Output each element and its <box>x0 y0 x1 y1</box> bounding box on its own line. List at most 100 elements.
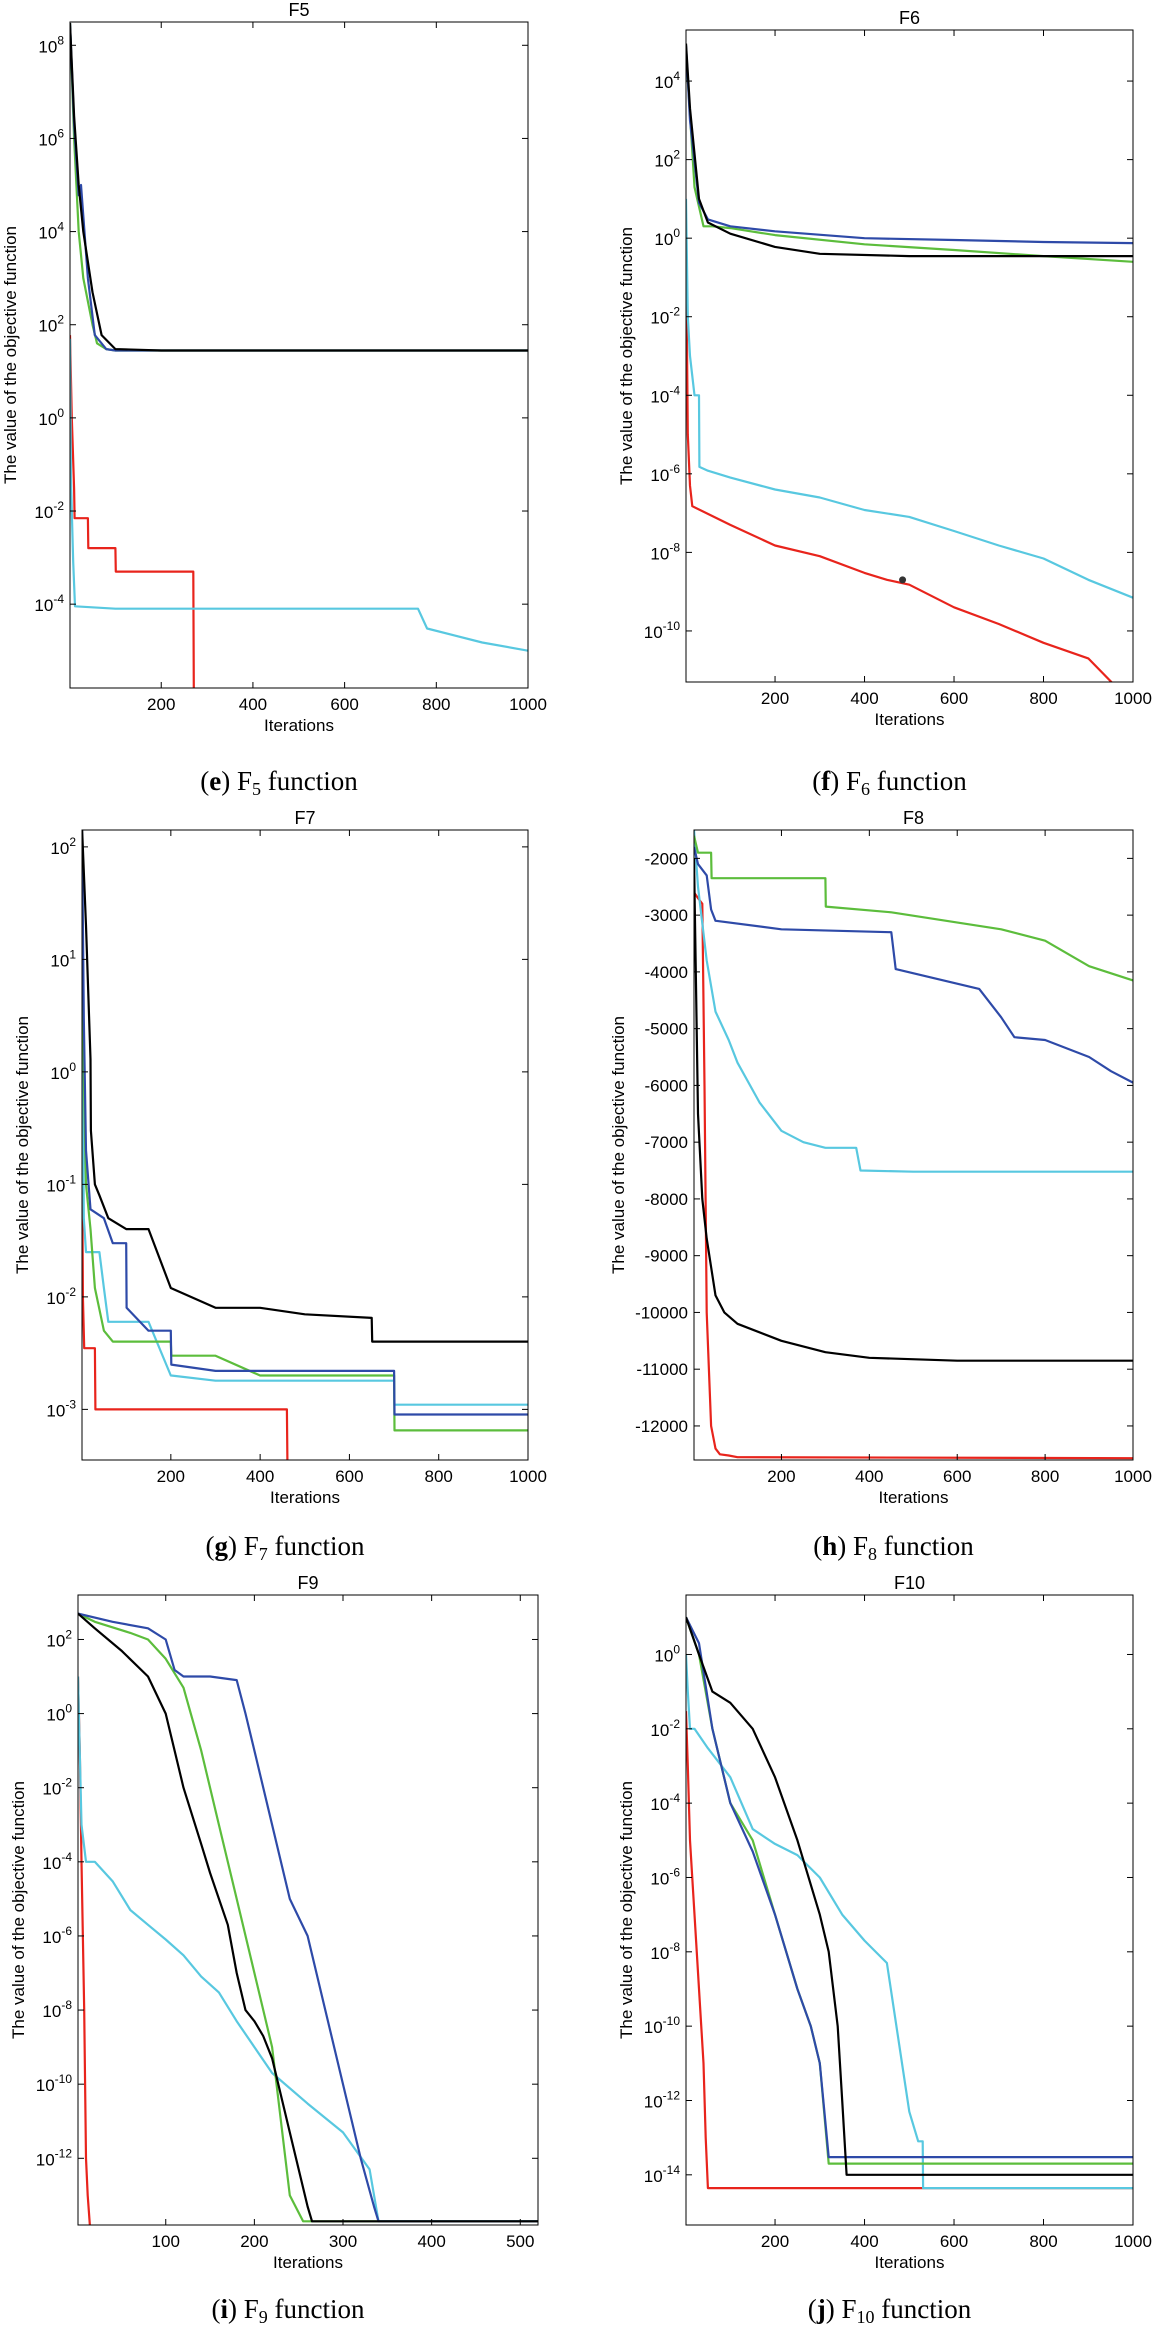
y-tick-label: 102 <box>50 835 76 858</box>
y-tick-label: 10-10 <box>644 619 681 642</box>
y-axis-label: The value of the objective function <box>617 1781 636 2039</box>
x-tick-label: 200 <box>767 1467 795 1486</box>
y-tick-label: 10-6 <box>650 462 680 485</box>
series-group <box>70 23 528 688</box>
axes-box <box>81 829 529 1461</box>
y-tick-label: -3000 <box>645 906 688 925</box>
y-tick-label: 10-2 <box>34 499 64 522</box>
series-group <box>686 1616 1133 2190</box>
series-line-blue <box>694 846 1133 1084</box>
marker-point <box>899 576 907 584</box>
y-tick-label: 102 <box>38 313 64 336</box>
y-tick-label: -4000 <box>645 963 688 982</box>
x-axis-label: Iterations <box>875 710 945 729</box>
y-tick-label: 10-4 <box>34 592 64 615</box>
x-tick-label: 1000 <box>509 695 547 714</box>
y-tick-label: -2000 <box>645 849 688 868</box>
y-tick-label: -11000 <box>636 1360 688 1379</box>
panel-caption: (f) F6 function <box>812 766 967 799</box>
series-line-cyan <box>694 830 1133 1173</box>
series-line-green <box>686 1616 1133 2165</box>
y-tick-label: 10-12 <box>36 2146 73 2169</box>
panel-caption: (g) F7 function <box>206 1531 365 1564</box>
chart-F7: F7 200 400 600 800 1000 10-3 10-2 10-1 100 101 102 I… <box>13 808 547 1564</box>
y-tick-label: -5000 <box>645 1020 688 1039</box>
series-group <box>78 1612 538 2225</box>
y-tick-label: -8000 <box>645 1190 688 1209</box>
axes-box <box>77 1594 539 2226</box>
y-tick-label: 102 <box>46 1627 72 1650</box>
x-tick-label: 600 <box>335 1467 363 1486</box>
x-tick-label: 600 <box>940 2232 968 2251</box>
series-line-red <box>694 891 1133 1460</box>
y-tick-label: 102 <box>654 148 680 171</box>
x-tick-label: 400 <box>239 695 267 714</box>
series-line-blue <box>78 1612 538 2223</box>
y-tick-label: -6000 <box>645 1076 688 1095</box>
series-group <box>82 830 528 1460</box>
y-tick-label: -9000 <box>645 1247 688 1266</box>
y-tick-label: 100 <box>654 226 680 249</box>
y-tick-label: 10-12 <box>644 2088 681 2111</box>
y-axis-label: The value of the objective function <box>13 1016 32 1274</box>
y-tick-label: 10-1 <box>46 1172 76 1195</box>
y-tick-label: -10000 <box>635 1303 688 1322</box>
panel-caption: (h) F8 function <box>813 1531 974 1564</box>
x-tick-label: 800 <box>425 1467 453 1486</box>
series-line-green <box>78 1612 538 2223</box>
chart-title: F8 <box>903 808 924 828</box>
series-line-cyan <box>82 925 528 1406</box>
axes-box <box>685 29 1134 683</box>
x-tick-label: 800 <box>422 695 450 714</box>
panel-caption: (i) F9 function <box>211 2294 365 2325</box>
y-tick-label: 10-2 <box>650 305 680 328</box>
x-tick-label: 200 <box>157 1467 185 1486</box>
y-tick-label: 10-4 <box>650 1791 680 1814</box>
x-tick-label: 200 <box>240 2232 268 2251</box>
y-tick-label: 100 <box>50 1060 76 1083</box>
chart-F8: F8 200 400 600 800 1000 -12000 -11000 -10000 -900… <box>609 808 1152 1564</box>
x-tick-label: 1000 <box>1114 2232 1152 2251</box>
chart-title: F10 <box>894 1573 925 1593</box>
x-tick-label: 600 <box>330 695 358 714</box>
chart-F9: F9 100 200 300 400 500 10-12 10-10 10-8 10-6 10-4 1… <box>9 1573 539 2325</box>
y-tick-label: 10-2 <box>650 1717 680 1740</box>
series-group <box>694 830 1133 1460</box>
series-line-green <box>82 837 528 1432</box>
x-tick-label: 800 <box>1031 1467 1059 1486</box>
x-tick-label: 200 <box>761 689 789 708</box>
y-tick-label: -7000 <box>645 1133 688 1152</box>
y-axis-label: The value of the objective function <box>1 226 20 484</box>
x-axis-label: Iterations <box>273 2253 343 2272</box>
y-axis-label: The value of the objective function <box>9 1781 28 2039</box>
series-line-red <box>70 335 528 688</box>
series-group <box>686 43 1133 682</box>
x-tick-label: 1000 <box>509 1467 547 1486</box>
chart-title: F7 <box>294 808 315 828</box>
y-tick-label: 104 <box>38 220 64 243</box>
series-line-black <box>78 1612 538 2223</box>
series-line-blue <box>82 830 528 1416</box>
y-tick-label: 100 <box>38 406 64 429</box>
y-tick-label: 10-6 <box>42 1924 72 1947</box>
x-tick-label: 400 <box>850 2232 878 2251</box>
series-line-red <box>686 238 1113 682</box>
x-tick-label: 800 <box>1029 689 1057 708</box>
x-tick-label: 400 <box>855 1467 883 1486</box>
series-line-black <box>686 1616 1133 2176</box>
x-axis-label: Iterations <box>879 1488 949 1507</box>
x-tick-label: 200 <box>761 2232 789 2251</box>
x-tick-label: 400 <box>417 2232 445 2251</box>
y-tick-label: 106 <box>38 126 64 149</box>
chart-title: F6 <box>899 8 920 28</box>
series-line-cyan <box>70 338 528 652</box>
chart-F5: F5 200 400 600 800 1000 10-4 10-2 100 102 104 106 10… <box>1 0 547 799</box>
y-axis-label: The value of the objective function <box>609 1016 628 1274</box>
series-line-black <box>82 830 528 1343</box>
y-tick-label: 10-3 <box>46 1397 76 1420</box>
axes-box <box>69 21 529 689</box>
panel-caption: (j) F10 function <box>808 2294 972 2325</box>
x-axis-label: Iterations <box>875 2253 945 2272</box>
chart-F10: F10 200 400 600 800 1000 10-14 10-12 10-10 10-8 10… <box>617 1573 1152 2325</box>
